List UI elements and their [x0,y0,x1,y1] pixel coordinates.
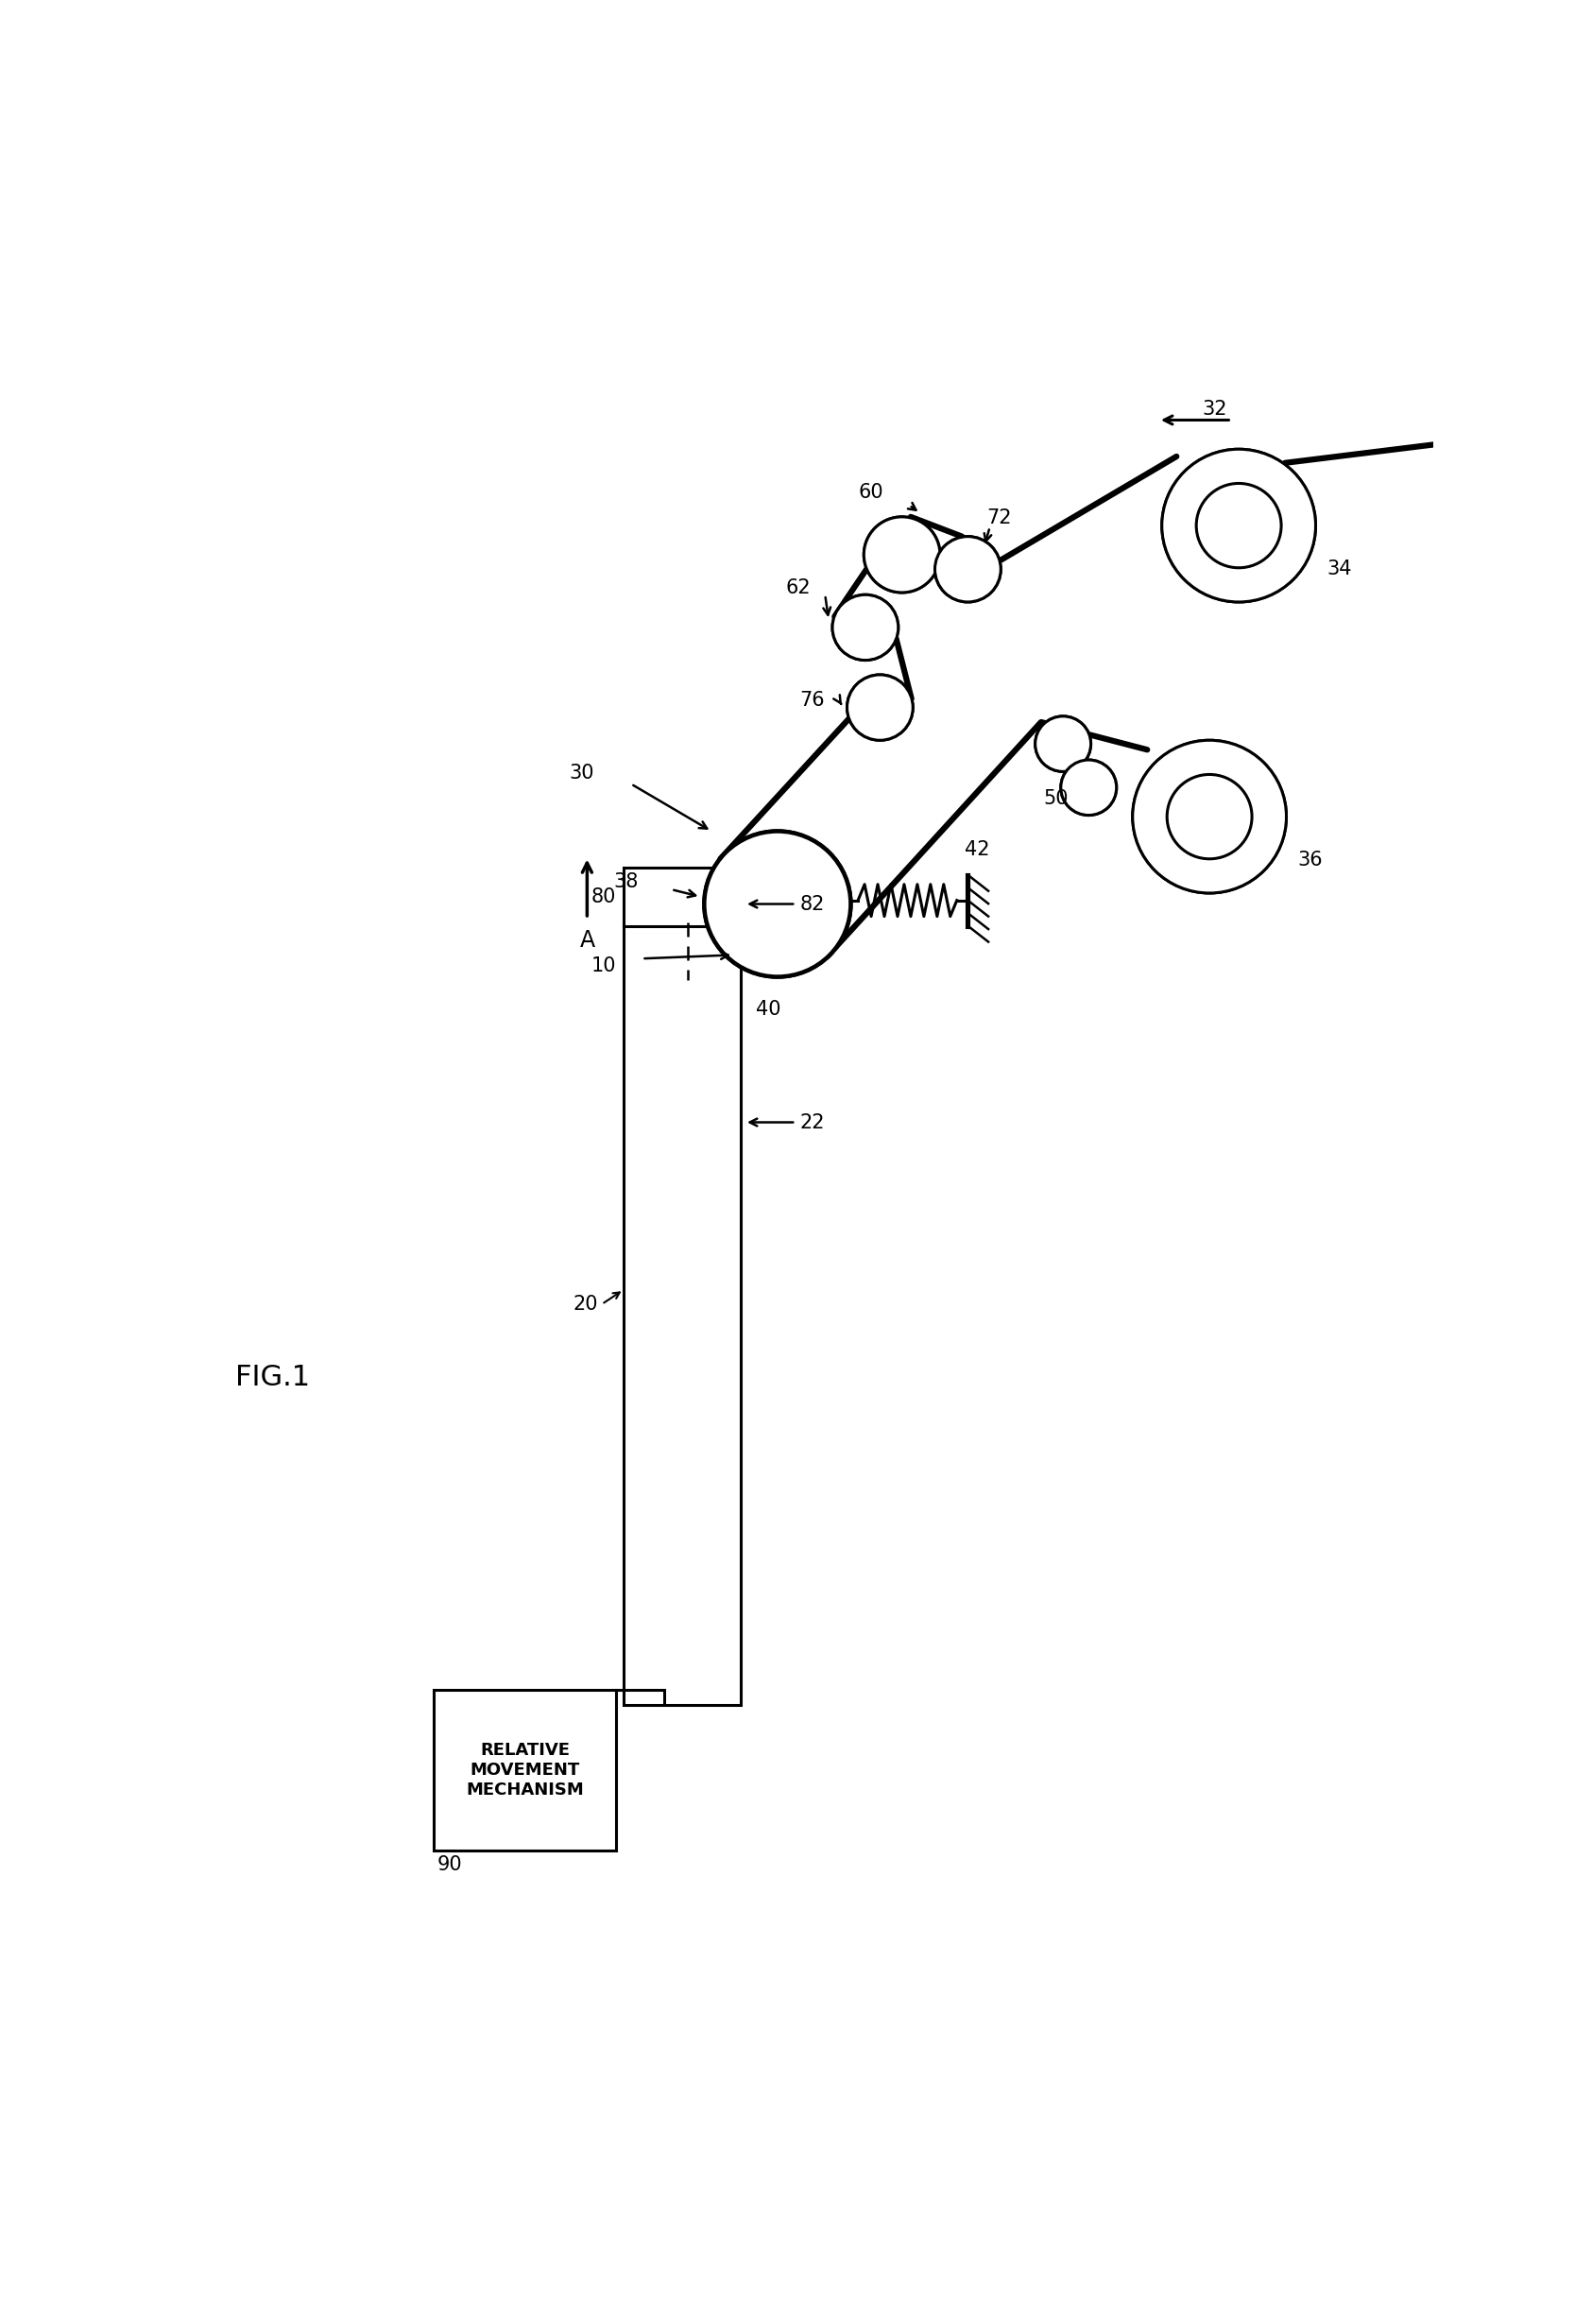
Text: 22: 22 [799,1113,825,1132]
Circle shape [1035,716,1091,772]
Circle shape [847,674,912,741]
Circle shape [935,537,1001,602]
Circle shape [1060,760,1116,816]
Text: 90: 90 [436,1855,462,1873]
Circle shape [1167,774,1251,860]
Text: 32: 32 [1202,400,1227,418]
Circle shape [1060,760,1116,816]
Circle shape [1132,741,1286,892]
Circle shape [704,832,850,976]
Circle shape [864,516,939,593]
Bar [624,867,740,1703]
Circle shape [1035,716,1091,772]
Text: 80: 80 [592,888,616,906]
Text: 38: 38 [613,874,638,892]
Text: RELATIVE
MOVEMENT
MECHANISM: RELATIVE MOVEMENT MECHANISM [466,1741,584,1799]
Text: A: A [579,930,595,953]
Text: 40: 40 [756,999,780,1018]
Text: 36: 36 [1297,851,1323,869]
Circle shape [1132,741,1286,892]
Text: 76: 76 [799,690,825,709]
Text: 30: 30 [570,765,594,783]
Text: 72: 72 [985,509,1011,528]
Circle shape [1162,449,1315,602]
Circle shape [935,537,1001,602]
Text: 82: 82 [799,895,825,913]
Circle shape [833,595,898,660]
Bar [433,1690,616,1850]
Text: 60: 60 [858,483,884,502]
Circle shape [1167,774,1251,860]
Circle shape [847,674,912,741]
Circle shape [1196,483,1282,567]
Circle shape [1162,449,1315,602]
Text: 34: 34 [1326,560,1352,579]
Text: 62: 62 [785,579,810,597]
Text: FIG.1: FIG.1 [236,1364,310,1390]
Text: 42: 42 [965,839,989,860]
Text: 50: 50 [1043,790,1068,809]
Text: 10: 10 [591,957,616,976]
Text: 20: 20 [573,1294,599,1313]
Circle shape [833,595,898,660]
Circle shape [864,516,939,593]
Circle shape [1196,483,1282,567]
Circle shape [704,832,850,976]
